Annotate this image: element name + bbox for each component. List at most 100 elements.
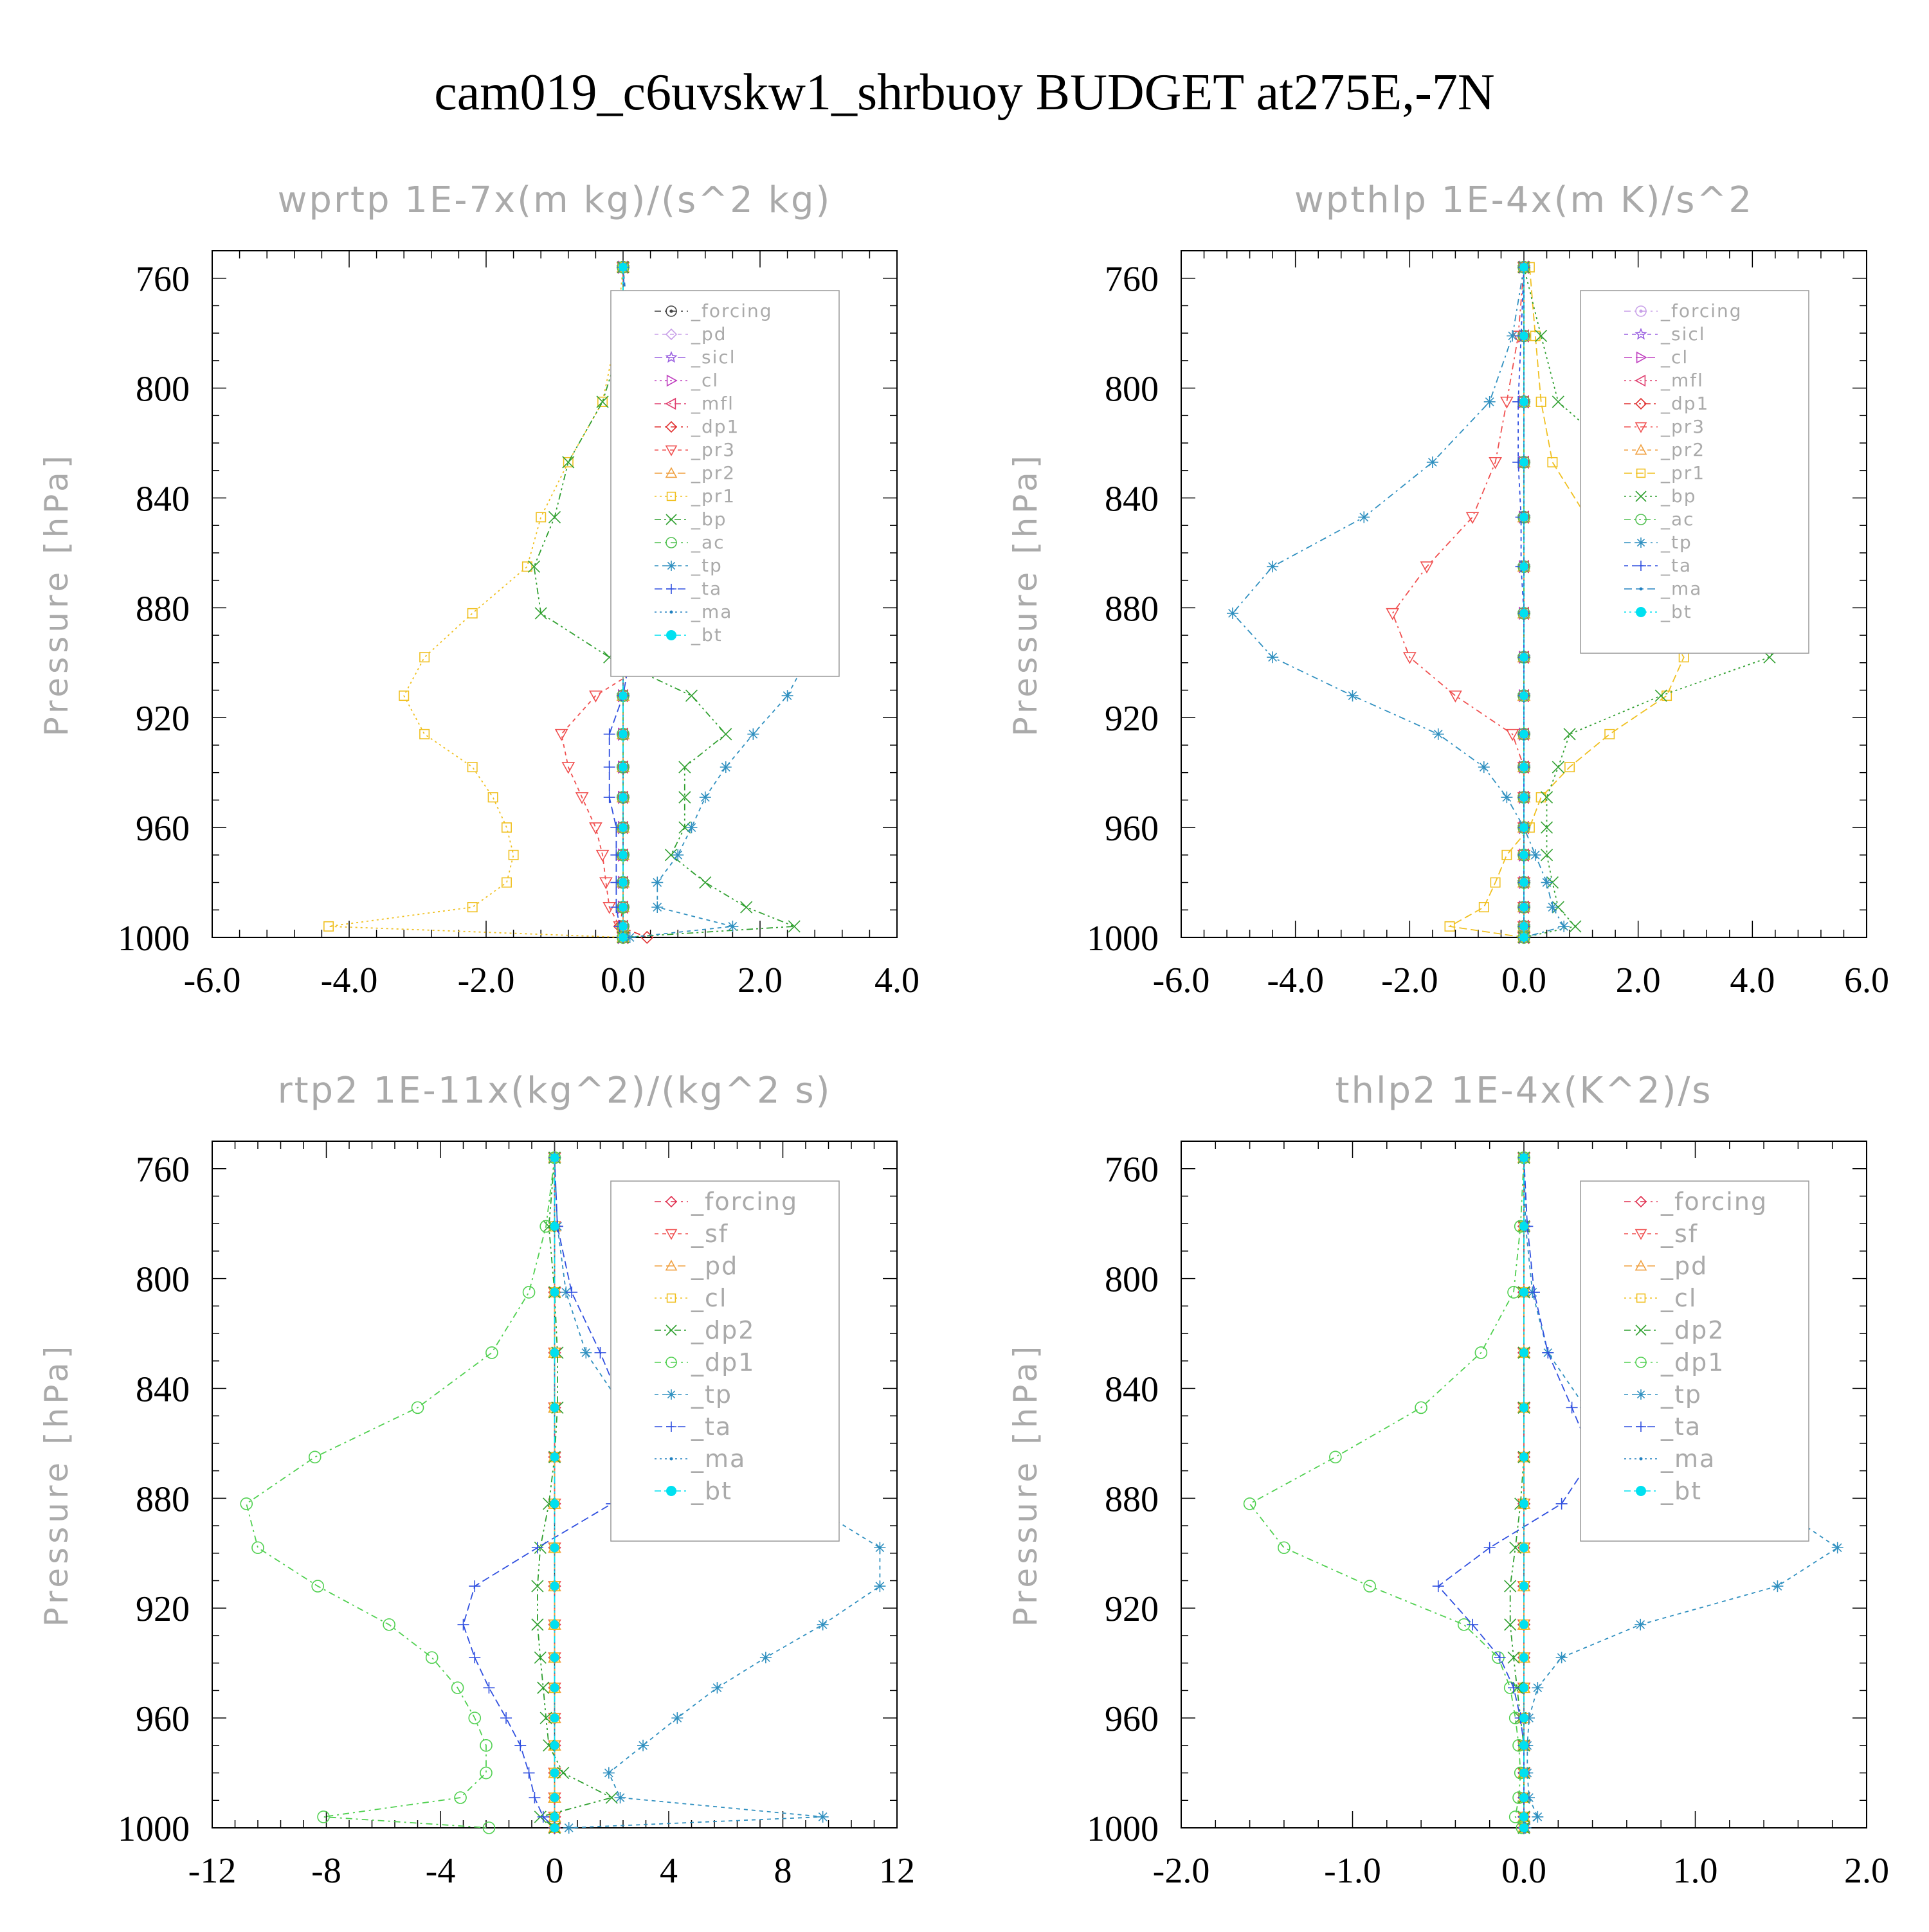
- data-point: [781, 690, 793, 702]
- legend-item-tp: _tp: [1624, 532, 1692, 553]
- legend-item-cl: _cl: [655, 1284, 726, 1312]
- data-point: [550, 1793, 559, 1803]
- series-line: [1437, 1157, 1593, 1828]
- panel-title: thlp2 1E-4x(K^2)/s: [1336, 1070, 1713, 1112]
- data-point: [1519, 1823, 1528, 1832]
- legend-label: _pd: [691, 1252, 738, 1280]
- legend-marker: [1636, 1486, 1646, 1496]
- data-point: [1604, 728, 1615, 739]
- legend-item-pr3: _pr3: [1624, 416, 1704, 437]
- data-point: [550, 1287, 559, 1297]
- legend-label: _ta: [691, 1413, 732, 1441]
- data-point: [1278, 1541, 1291, 1555]
- plot-frame: [212, 250, 898, 938]
- data-point: [1555, 1497, 1568, 1510]
- legend-marker: [666, 630, 676, 640]
- legend-item-pd: _pd: [1624, 1252, 1707, 1280]
- data-point: [699, 791, 711, 804]
- data-point: [589, 691, 602, 703]
- data-point: [1519, 1713, 1528, 1723]
- data-point: [637, 1739, 649, 1751]
- legend-item-ac: _ac: [1624, 509, 1694, 530]
- data-point: [1519, 1222, 1528, 1231]
- legend-label: _tp: [691, 1380, 732, 1409]
- legend-marker: [1636, 351, 1647, 364]
- legend-marker: [1636, 537, 1646, 548]
- legend-label: _tp: [1660, 532, 1692, 553]
- legend-label: _mfl: [691, 393, 734, 414]
- data-point: [550, 1653, 559, 1663]
- legend-box: [610, 1180, 840, 1542]
- data-point: [580, 1346, 592, 1359]
- x-tick-label: 2.0: [1844, 1851, 1889, 1891]
- legend-label: _sf: [691, 1220, 729, 1248]
- data-point: [539, 1711, 552, 1724]
- data-point: [1519, 903, 1528, 912]
- data-point: [619, 878, 628, 887]
- legend-item-pr2: _pr2: [655, 462, 736, 483]
- legend-item-sf: _sf: [655, 1220, 729, 1248]
- legend-label: _ma: [1660, 1445, 1716, 1473]
- legend-item-pr1: _pr1: [655, 485, 734, 507]
- data-point: [1507, 330, 1519, 342]
- legend-item-pr1: _pr1: [1624, 462, 1704, 483]
- data-point: [1519, 933, 1528, 942]
- legend-label: _ta: [691, 578, 722, 599]
- data-point: [1519, 1287, 1528, 1297]
- legend-label: _pr3: [691, 439, 736, 460]
- legend-marker: [666, 561, 676, 571]
- data-point: [1530, 330, 1541, 341]
- data-point: [531, 1580, 544, 1593]
- legend-item-bp: _bp: [1624, 485, 1696, 507]
- data-point: [685, 689, 698, 702]
- data-point: [485, 1346, 498, 1359]
- data-point: [1654, 689, 1667, 702]
- data-point: [531, 1618, 544, 1631]
- figure-title: cam019_c6uvskw1_shrbuoy BUDGET at275E,-7…: [434, 64, 1494, 121]
- legend-marker: [1635, 327, 1647, 340]
- data-point: [1509, 1541, 1522, 1554]
- data-point: [251, 1541, 264, 1555]
- legend-label: _ta: [1660, 555, 1692, 576]
- data-point: [1566, 1402, 1578, 1414]
- legend-label: _bt: [691, 624, 723, 646]
- data-point: [508, 849, 519, 860]
- legend: _forcing_sicl_cl_mfl_dp1_pr3_pr2_pr1_bp_…: [1580, 290, 1809, 654]
- legend-label: _tp: [1660, 1380, 1702, 1409]
- legend-label: _dp1: [1660, 393, 1709, 414]
- data-point: [454, 1791, 467, 1804]
- data-point: [672, 849, 684, 861]
- series-line: [1391, 267, 1525, 937]
- data-point: [1507, 1651, 1520, 1664]
- legend-marker: [665, 350, 678, 363]
- data-point: [561, 762, 575, 774]
- data-point: [566, 1286, 578, 1298]
- legend-item-ma: _ma: [655, 601, 731, 622]
- legend-marker: [1635, 397, 1647, 410]
- legend-label: _dp1: [1660, 1348, 1725, 1377]
- legend-item-forcing: _forcing: [1624, 300, 1741, 321]
- legend-marker: [1635, 1195, 1647, 1208]
- chart-panel-3: rtp2 1E-11x(kg^2)/(kg^2 s) Pressure [hPa]…: [38, 1070, 915, 1891]
- data-point: [550, 1582, 559, 1591]
- series-line: [554, 1157, 881, 1828]
- series-tp: [1226, 261, 1570, 943]
- data-point: [487, 792, 498, 803]
- legend-box: [610, 290, 840, 677]
- data-point: [529, 1792, 541, 1804]
- x-tick-label: -12: [188, 1851, 237, 1891]
- data-point: [1519, 653, 1528, 662]
- legend-label: _pr2: [691, 462, 736, 483]
- legend-marker: [1635, 305, 1647, 317]
- y-tick-label: 880: [136, 589, 190, 629]
- series-bt: [550, 1153, 559, 1832]
- data-point: [1535, 792, 1546, 803]
- legend-item-tp: _tp: [655, 1380, 732, 1409]
- data-point: [619, 691, 628, 701]
- series-line: [1447, 267, 1685, 938]
- legend-box: [1580, 290, 1809, 654]
- legend: _forcing_pd_sicl_cl_mfl_dp1_pr3_pr2_pr1_…: [610, 290, 840, 677]
- data-point: [699, 876, 712, 889]
- data-point: [1519, 823, 1528, 833]
